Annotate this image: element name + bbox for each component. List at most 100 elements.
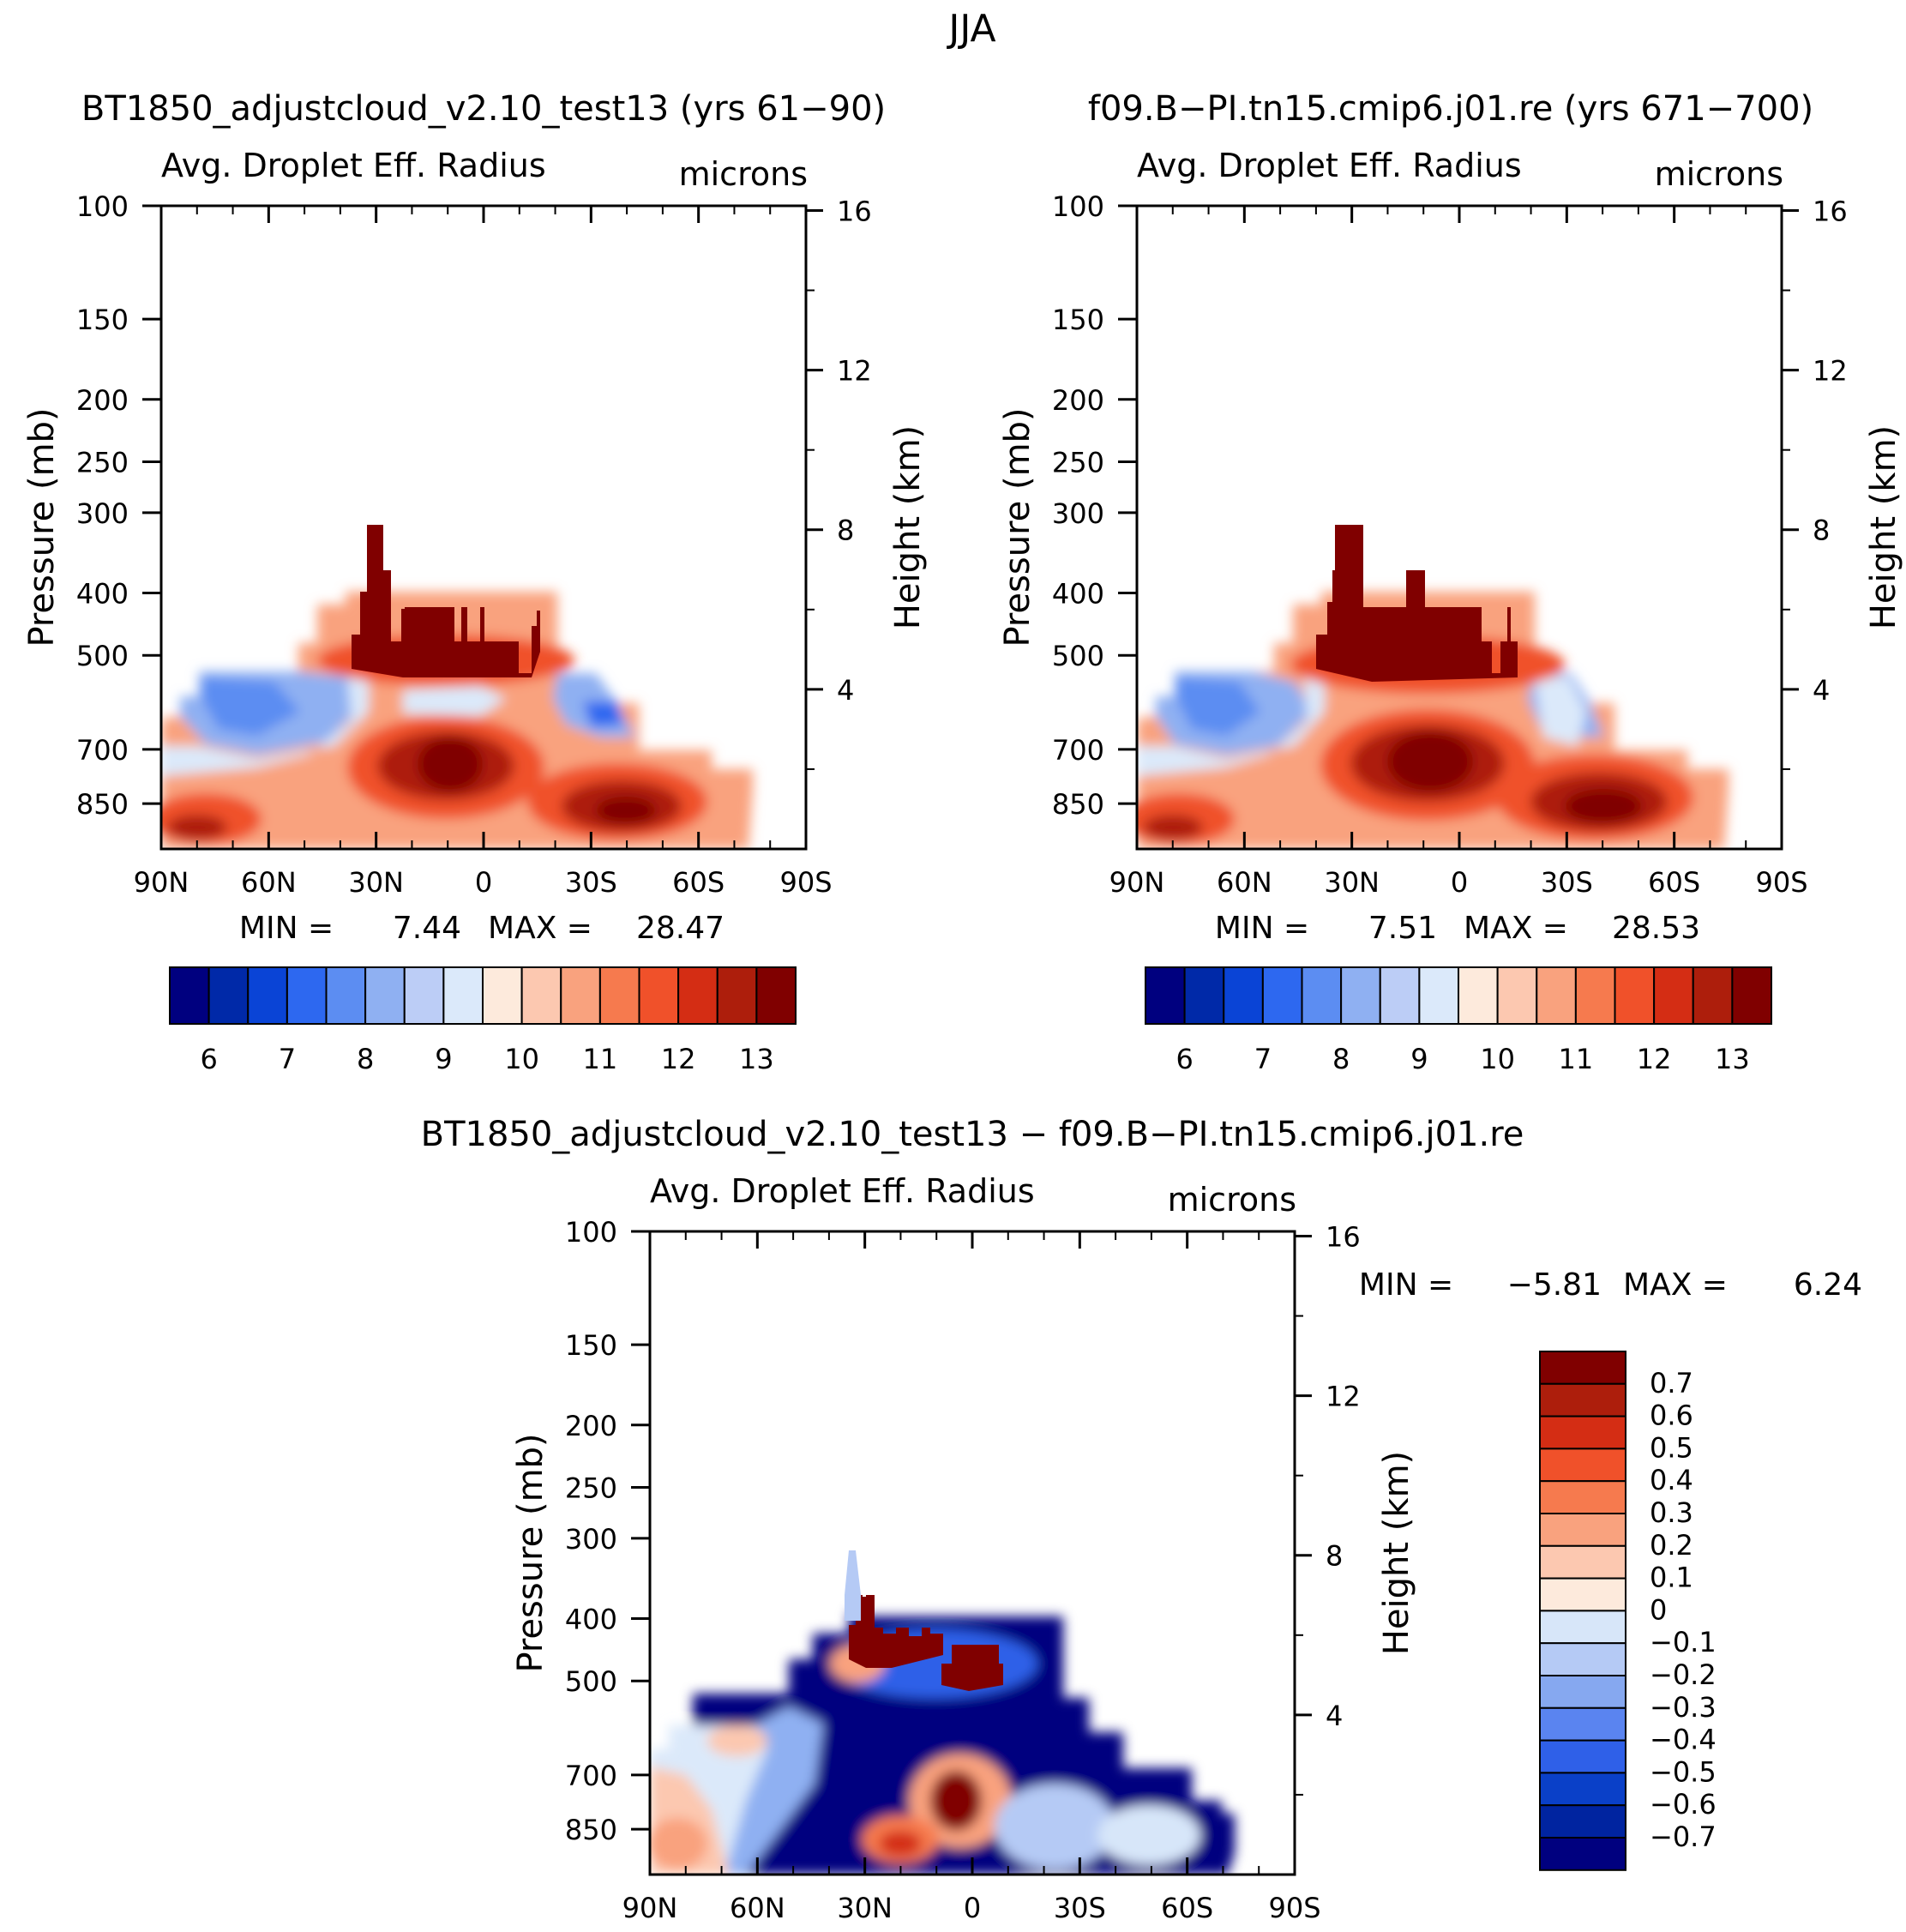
colorbar-swatch <box>325 966 367 1025</box>
field-west-upper-pink <box>707 1725 767 1756</box>
x-tick-label: 90S <box>1755 866 1807 899</box>
colorbar-label: 0.3 <box>1650 1496 1693 1529</box>
y-tick-label: 250 <box>1052 446 1104 478</box>
panel-right: f09.B−PI.tn15.cmip6.j01.re (yrs 671−700)… <box>998 89 1903 1075</box>
x-tick-label: 0 <box>964 1892 981 1924</box>
colorbar-label: 0.5 <box>1650 1431 1693 1464</box>
y2-tick-label: 4 <box>837 674 854 707</box>
y2-tick-label: 12 <box>837 355 872 388</box>
colorbar-label: 9 <box>1410 1043 1428 1075</box>
panel-right-colorbar: 6 7 8 9 10 11 12 13 <box>1145 966 1772 1075</box>
field-west-blue <box>725 1706 823 1875</box>
y-tick-label: 200 <box>76 384 129 417</box>
field-upper-light-spike <box>845 1550 861 1621</box>
y-tick-label: 700 <box>565 1760 617 1792</box>
colorbar-swatch <box>1496 966 1538 1025</box>
y-tick-label: 250 <box>76 446 129 478</box>
y-tick-label: 400 <box>76 578 129 611</box>
colorbar-label: −0.1 <box>1650 1626 1717 1658</box>
colorbar-swatch <box>1731 966 1772 1025</box>
colorbar-label: 11 <box>583 1043 618 1075</box>
panel-right-subtitle: Avg. Droplet Eff. Radius <box>1137 147 1522 184</box>
panel-left-title: BT1850_adjustcloud_v2.10_test13 (yrs 61−… <box>81 89 886 129</box>
y-tick-label: 700 <box>76 734 129 767</box>
colorbar-label: 0.4 <box>1650 1464 1693 1496</box>
y-tick-label: 150 <box>565 1329 617 1362</box>
colorbar-swatch <box>1183 966 1225 1025</box>
colorbar-label: 0.6 <box>1650 1399 1693 1432</box>
panel-left-y2-axis: 16 12 8 4 <box>806 195 872 770</box>
colorbar-swatch <box>1574 966 1616 1025</box>
colorbar-swatch <box>638 966 680 1025</box>
panel-right-title: f09.B−PI.tn15.cmip6.j01.re (yrs 671−700) <box>1088 89 1813 129</box>
x-tick-label: 90N <box>134 866 189 899</box>
panel-right-y2label: Height (km) <box>1864 425 1903 629</box>
colorbar-swatch <box>1692 966 1734 1025</box>
colorbar-swatch <box>1539 1513 1626 1547</box>
x-tick-label: 0 <box>1451 866 1468 899</box>
field-upper-pos-block <box>849 1595 943 1668</box>
y-tick-label: 500 <box>565 1665 617 1698</box>
colorbar-label: 7 <box>1254 1043 1272 1075</box>
colorbar-label: 13 <box>739 1043 774 1075</box>
y2-tick-label: 16 <box>1813 195 1848 227</box>
colorbar-swatch <box>560 966 601 1025</box>
colorbar-swatch <box>716 966 758 1025</box>
panel-diff-subtitle: Avg. Droplet Eff. Radius <box>650 1172 1035 1210</box>
y-tick-label: 300 <box>1052 497 1104 530</box>
field-upper-pos-block-2 <box>941 1645 1003 1691</box>
colorbar-swatch <box>169 966 210 1025</box>
colorbar-swatch <box>403 966 445 1025</box>
panel-diff-max-value: 6.24 <box>1794 1267 1862 1303</box>
panel-left-y2label: Height (km) <box>888 425 928 629</box>
colorbar-swatch <box>1539 1837 1626 1871</box>
colorbar-swatch <box>1539 1804 1626 1839</box>
colorbar-label: 12 <box>661 1043 696 1075</box>
colorbar-label: −0.4 <box>1650 1724 1717 1756</box>
panel-left-field <box>161 525 753 849</box>
colorbar-swatch <box>1539 1351 1626 1385</box>
colorbar-swatch <box>520 966 562 1025</box>
colorbar-label: −0.6 <box>1650 1788 1717 1821</box>
y2-tick-label: 16 <box>1326 1220 1361 1253</box>
y-tick-label: 100 <box>1052 190 1104 223</box>
field-blue-west-inner <box>1176 677 1260 736</box>
field-light-west <box>1137 673 1325 776</box>
y2-tick-label: 16 <box>837 195 872 227</box>
panel-left-colorbar: 6 7 8 9 10 11 12 13 <box>169 966 797 1075</box>
panel-right-min-value: 7.51 <box>1368 911 1437 946</box>
field-light-center <box>403 686 506 716</box>
panel-diff-y2label: Height (km) <box>1377 1451 1416 1655</box>
field-west-orange <box>650 1818 707 1869</box>
colorbar-label: −0.2 <box>1650 1658 1717 1691</box>
colorbar-swatch <box>442 966 484 1025</box>
colorbar-swatch <box>207 966 250 1025</box>
colorbar-swatch <box>1539 1382 1626 1417</box>
colorbar-swatch <box>1539 1675 1626 1709</box>
field-pos-center-inner <box>930 1771 982 1831</box>
y-tick-label: 100 <box>565 1216 617 1249</box>
panel-right-max-value: 28.53 <box>1612 911 1700 946</box>
y-tick-label: 850 <box>1052 788 1104 821</box>
colorbar-swatch <box>1539 1577 1626 1612</box>
y-tick-label: 700 <box>1052 734 1104 767</box>
colorbar-label: 6 <box>200 1043 217 1075</box>
x-tick-label: 30N <box>837 1892 893 1924</box>
x-tick-label: 30N <box>348 866 404 899</box>
field-core-north-inner <box>167 815 227 840</box>
y-tick-label: 300 <box>565 1523 617 1556</box>
panel-right-y2-axis: 16 12 8 4 <box>1782 195 1848 770</box>
x-tick-label: 30S <box>565 866 617 899</box>
colorbar-swatch <box>1653 966 1694 1025</box>
y2-tick-label: 4 <box>1326 1700 1343 1732</box>
x-tick-label: 90N <box>622 1892 678 1924</box>
y-tick-label: 250 <box>565 1472 617 1504</box>
panel-right-ylabel: Pressure (mb) <box>998 407 1037 647</box>
field-core-south-inner <box>1565 789 1642 823</box>
panel-diff-min-label: MIN = <box>1359 1267 1453 1303</box>
field-light-east <box>1535 677 1586 746</box>
panel-diff-colorbar: 0.70.60.50.40.30.20.10−0.1−0.2−0.3−0.4−0… <box>1539 1351 1717 1871</box>
field-upper-block <box>352 525 540 677</box>
colorbar-swatch <box>1539 1739 1626 1774</box>
